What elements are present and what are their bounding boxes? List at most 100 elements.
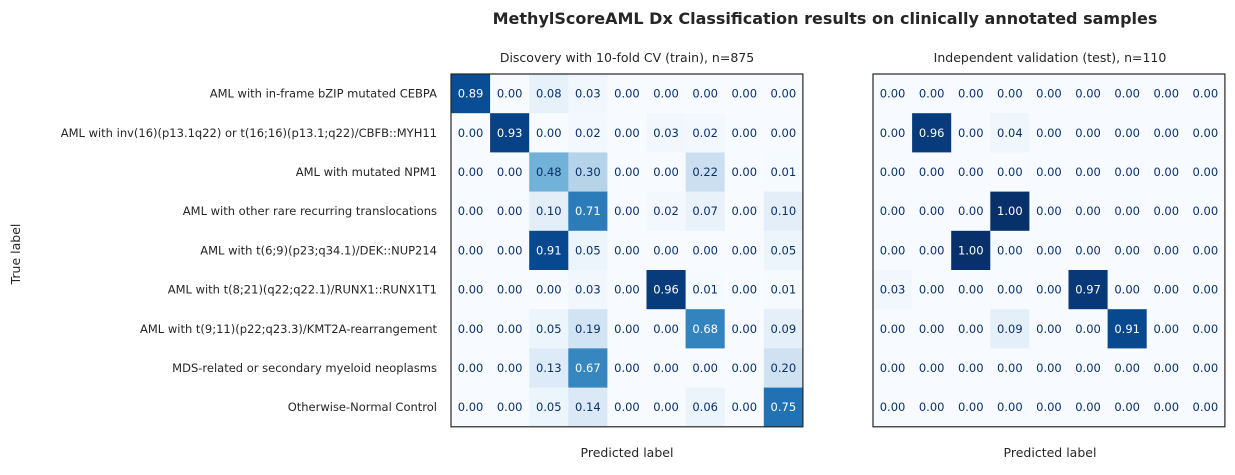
heatmap-cell: [607, 230, 647, 271]
heatmap-cell: [724, 387, 765, 428]
heatmap-cell: [685, 230, 726, 271]
row-label: AML with in-frame bZIP mutated CEBPA: [210, 87, 437, 101]
cell-value-label: 0.00: [997, 400, 1023, 414]
cell-value-label: 0.00: [653, 87, 679, 101]
cell-value-label: 0.00: [731, 283, 757, 297]
heatmap-cell: [451, 191, 491, 232]
cell-value-label: 0.67: [575, 361, 601, 375]
cell-value-label: 0.00: [614, 204, 640, 218]
cell-value-label: 0.00: [919, 165, 945, 179]
heatmap-cell: [873, 348, 913, 389]
heatmap-cell: [912, 113, 952, 153]
heatmap-cell: [685, 113, 726, 153]
cell-value-label: 0.00: [497, 361, 523, 375]
heatmap-cell: [1068, 387, 1109, 428]
heatmap-cell: [1068, 152, 1109, 193]
cell-value-label: 0.00: [458, 243, 484, 257]
cell-value-label: 0.00: [731, 322, 757, 336]
cell-value-label: 0.00: [1153, 361, 1179, 375]
heatmap-cell: [951, 309, 991, 349]
cell-value-label: 0.00: [1075, 126, 1101, 140]
cell-value-label: 0.00: [614, 322, 640, 336]
row-label: MDS-related or secondary myeloid neoplas…: [172, 361, 437, 375]
cell-value-label: 0.00: [1193, 322, 1219, 336]
heatmap-cell: [568, 191, 608, 232]
panel-train-x-label: Predicted label: [581, 445, 674, 460]
cell-value-label: 0.10: [536, 204, 562, 218]
cell-value-label: 0.09: [771, 322, 797, 336]
heatmap-cell: [646, 113, 687, 153]
cell-value-label: 0.96: [653, 283, 679, 297]
cell-value-label: 0.10: [771, 204, 797, 218]
heatmap-cell: [451, 270, 491, 310]
heatmap-cell: [490, 152, 530, 193]
heatmap-cell: [1185, 270, 1226, 310]
heatmap-cell: [912, 270, 952, 310]
heatmap-cell: [724, 230, 765, 271]
heatmap-cell: [724, 191, 765, 232]
heatmap-cell: [685, 152, 726, 193]
cell-value-label: 0.00: [1114, 165, 1140, 179]
cell-value-label: 0.30: [575, 165, 601, 179]
cell-value-label: 0.00: [497, 87, 523, 101]
cell-value-label: 0.00: [1193, 243, 1219, 257]
cell-value-label: 0.00: [497, 243, 523, 257]
cell-value-label: 0.00: [880, 87, 906, 101]
heatmap-cell: [951, 230, 991, 271]
cell-value-label: 0.00: [1075, 87, 1101, 101]
heatmap-cell: [1185, 309, 1226, 349]
cell-value-label: 0.00: [1193, 165, 1219, 179]
heatmap-cell: [724, 113, 765, 153]
heatmap-cell: [990, 113, 1030, 153]
heatmap-cell: [763, 387, 804, 428]
cell-value-label: 0.00: [958, 165, 984, 179]
heatmap-cell: [1185, 113, 1226, 153]
cell-value-label: 0.00: [692, 87, 718, 101]
heatmap-cell: [529, 152, 569, 193]
heatmap-cell: [873, 387, 913, 428]
heatmap-cell: [568, 230, 608, 271]
heatmap-cell: [607, 348, 647, 389]
cell-value-label: 0.00: [919, 400, 945, 414]
heatmap-cell: [1107, 348, 1148, 389]
cell-value-label: 0.00: [1153, 126, 1179, 140]
heatmap-cell: [763, 191, 804, 232]
cell-value-label: 0.48: [536, 165, 562, 179]
heatmap-cell: [990, 387, 1030, 428]
heatmap-cell: [451, 113, 491, 153]
heatmap-cell: [529, 309, 569, 349]
cell-value-label: 0.19: [575, 322, 601, 336]
heatmap-cell: [1185, 387, 1226, 428]
row-label: AML with t(9;11)(p22;q23.3)/KMT2A-rearra…: [140, 322, 437, 336]
cell-value-label: 0.03: [575, 283, 601, 297]
cell-value-label: 0.00: [880, 322, 906, 336]
heatmap-cell: [951, 152, 991, 193]
row-labels: AML with in-frame bZIP mutated CEBPA AML …: [61, 87, 438, 415]
panel-train-title: Discovery with 10-fold CV (train), n=875: [500, 50, 754, 65]
cell-value-label: 0.07: [692, 204, 718, 218]
cell-value-label: 0.00: [614, 87, 640, 101]
heatmap-cell: [1185, 191, 1226, 232]
heatmap-cell: [763, 152, 804, 193]
cell-value-label: 0.00: [731, 400, 757, 414]
cell-value-label: 0.00: [919, 204, 945, 218]
cell-value-label: 0.75: [771, 400, 797, 414]
heatmap-cell: [685, 270, 726, 310]
cell-value-label: 0.00: [1153, 283, 1179, 297]
heatmap-cell: [763, 348, 804, 389]
cell-value-label: 0.89: [458, 87, 484, 101]
cell-value-label: 0.00: [1153, 322, 1179, 336]
cell-value-label: 0.00: [880, 204, 906, 218]
heatmap-cell: [1068, 309, 1109, 349]
heatmap-cell: [451, 74, 491, 114]
cell-value-label: 0.05: [575, 243, 601, 257]
cell-value-label: 0.00: [458, 283, 484, 297]
heatmap-cell: [490, 348, 530, 389]
heatmap-cell: [990, 74, 1030, 114]
heatmap-cell: [529, 387, 569, 428]
cell-value-label: 0.00: [958, 204, 984, 218]
heatmap-cell: [646, 270, 687, 310]
heatmap-cell: [646, 152, 687, 193]
heatmap-cell: [451, 152, 491, 193]
cell-value-label: 0.00: [653, 322, 679, 336]
